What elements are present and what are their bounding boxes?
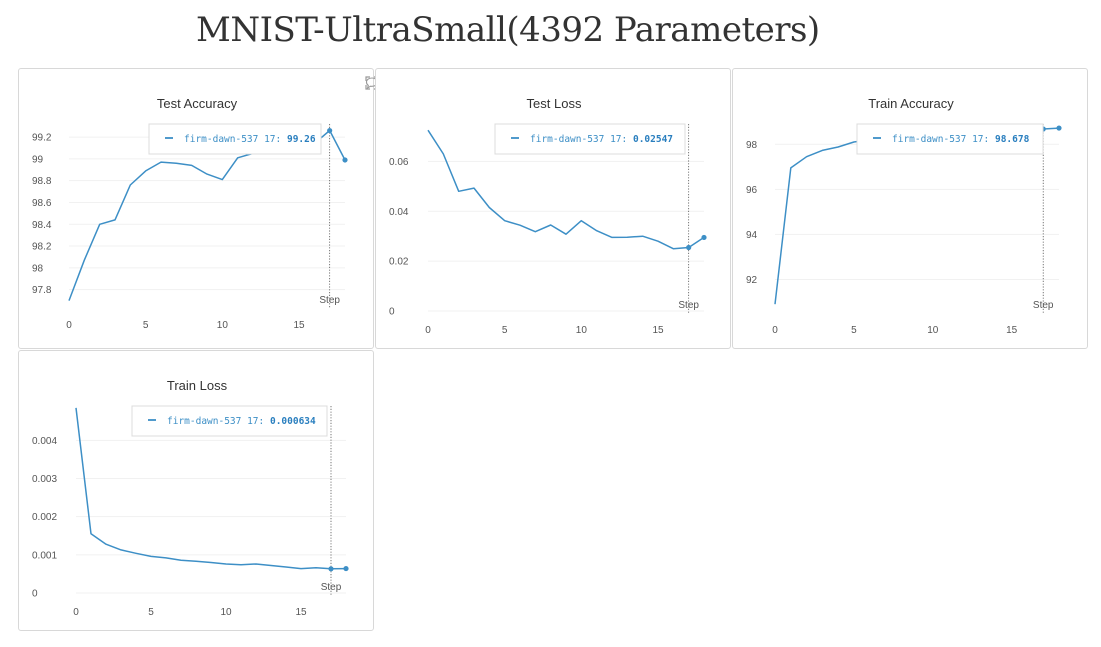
chart-title: Train Loss bbox=[167, 378, 228, 393]
tooltip: firm-dawn-537 17: 0.000634 bbox=[131, 405, 328, 437]
y-tick-label: 98.8 bbox=[32, 176, 52, 187]
x-axis-label: Step bbox=[319, 295, 340, 306]
x-tick-label: 0 bbox=[66, 320, 72, 331]
chart-svg: Test Accuracy 97.8 98 98.2 98.4 98.6 98.8 99 99.… bbox=[32, 96, 348, 331]
chart-svg: Train Loss 0 0.001 0.002 0.003 0.004 0 5 10 15 Ste… bbox=[32, 378, 349, 618]
y-tick-label: 99.2 bbox=[32, 133, 52, 144]
x-tick-label: 5 bbox=[143, 320, 149, 331]
hover-point bbox=[328, 566, 334, 572]
y-tick-label: 0.003 bbox=[32, 474, 57, 485]
hover-value: 0.02547 bbox=[633, 134, 673, 145]
tooltip: firm-dawn-537 17: 0.02547 bbox=[494, 123, 686, 155]
hover-value: 98.678 bbox=[995, 134, 1030, 145]
y-tick-label: 98.4 bbox=[32, 220, 52, 231]
y-tick-label: 92 bbox=[746, 275, 758, 286]
tooltip-box bbox=[856, 123, 1044, 155]
panel-train-loss[interactable]: Train Loss 0 0.001 0.002 0.003 0.004 0 5 10 15 Ste… bbox=[18, 350, 374, 631]
x-tick-label: 15 bbox=[652, 325, 664, 336]
tooltip: firm-dawn-537 17: 99.26 bbox=[148, 123, 322, 155]
x-tick-label: 5 bbox=[851, 325, 857, 336]
y-tick-label: 0.04 bbox=[389, 207, 409, 218]
y-tick-label: 0.002 bbox=[32, 512, 57, 523]
tooltip-text: firm-dawn-537 17: 0.000634 bbox=[167, 416, 316, 427]
tooltip-text: firm-dawn-537 17: 0.02547 bbox=[530, 134, 673, 145]
x-tick-label: 10 bbox=[217, 320, 229, 331]
y-tick-label: 0.06 bbox=[389, 157, 409, 168]
series-name: firm-dawn-537 bbox=[167, 416, 247, 427]
hover-step: 17: bbox=[972, 134, 995, 145]
y-tick-label: 98 bbox=[32, 263, 44, 274]
page-title: MNIST-UltraSmall(4392 Parameters) bbox=[196, 10, 820, 50]
x-tick-label: 10 bbox=[576, 325, 588, 336]
series-line bbox=[774, 127, 1060, 305]
y-tick-label: 99 bbox=[32, 154, 44, 165]
chart-title: Test Loss bbox=[527, 96, 582, 111]
panel-test-loss[interactable]: Test Loss 0 0.02 0.04 0.06 0 5 10 15 Step firm-daw… bbox=[375, 68, 731, 349]
x-tick-label: 5 bbox=[502, 325, 508, 336]
hover-step: 17: bbox=[610, 134, 633, 145]
y-tick-label: 97.8 bbox=[32, 285, 52, 296]
y-tick-label: 98.6 bbox=[32, 198, 52, 209]
series-name: firm-dawn-537 bbox=[530, 134, 610, 145]
x-axis-label: Step bbox=[321, 582, 342, 593]
series-line bbox=[427, 129, 705, 250]
x-tick-label: 0 bbox=[425, 325, 431, 336]
last-point bbox=[343, 565, 349, 572]
y-tick-label: 0.02 bbox=[389, 257, 409, 268]
hover-step: 17: bbox=[264, 134, 287, 145]
tooltip-box bbox=[131, 405, 328, 437]
last-point bbox=[701, 234, 707, 241]
y-tick-label: 0 bbox=[32, 589, 38, 600]
chart-svg: Train Accuracy 92 94 96 98 0 5 10 15 Step firm-daw… bbox=[746, 96, 1062, 336]
tooltip-box bbox=[494, 123, 686, 155]
series-line bbox=[68, 129, 346, 301]
panel-test-accuracy[interactable]: Test Accuracy 97.8 98 98.2 98.4 98.6 98.8 99 99.… bbox=[18, 68, 379, 349]
x-tick-label: 5 bbox=[148, 607, 154, 618]
x-tick-label: 15 bbox=[293, 320, 305, 331]
tooltip-text: firm-dawn-537 17: 98.678 bbox=[892, 134, 1030, 145]
y-tick-label: 0.001 bbox=[32, 550, 57, 561]
x-tick-label: 15 bbox=[295, 607, 307, 618]
chart-svg: Test Loss 0 0.02 0.04 0.06 0 5 10 15 Step firm-daw… bbox=[389, 96, 707, 336]
last-point bbox=[1056, 125, 1062, 131]
tooltip-box bbox=[148, 123, 322, 155]
x-axis-label: Step bbox=[1033, 300, 1054, 311]
y-tick-label: 98.2 bbox=[32, 242, 52, 253]
tooltip-text: firm-dawn-537 17: 99.26 bbox=[184, 134, 316, 145]
x-tick-label: 10 bbox=[220, 607, 232, 618]
hover-step: 17: bbox=[247, 416, 270, 427]
chart-title: Train Accuracy bbox=[868, 96, 954, 111]
y-tick-label: 96 bbox=[746, 185, 758, 196]
y-tick-label: 94 bbox=[746, 230, 758, 241]
x-tick-label: 15 bbox=[1006, 325, 1018, 336]
panel-train-accuracy[interactable]: Train Accuracy 92 94 96 98 0 5 10 15 Step firm-daw… bbox=[732, 68, 1088, 349]
x-tick-label: 0 bbox=[73, 607, 79, 618]
hover-point bbox=[686, 244, 692, 251]
chart-title: Test Accuracy bbox=[157, 96, 238, 111]
hover-point bbox=[327, 127, 333, 134]
x-tick-label: 0 bbox=[772, 325, 778, 336]
last-point bbox=[342, 157, 348, 163]
series-line bbox=[75, 407, 347, 570]
hover-value: 0.000634 bbox=[270, 416, 316, 427]
x-axis-label: Step bbox=[678, 300, 699, 311]
y-tick-label: 98 bbox=[746, 140, 758, 151]
tooltip: firm-dawn-537 17: 98.678 bbox=[856, 123, 1044, 155]
y-tick-label: 0 bbox=[389, 307, 395, 318]
series-name: firm-dawn-537 bbox=[892, 134, 972, 145]
x-tick-label: 10 bbox=[927, 325, 939, 336]
hover-value: 99.26 bbox=[287, 134, 316, 145]
series-name: firm-dawn-537 bbox=[184, 134, 264, 145]
y-tick-label: 0.004 bbox=[32, 436, 57, 447]
